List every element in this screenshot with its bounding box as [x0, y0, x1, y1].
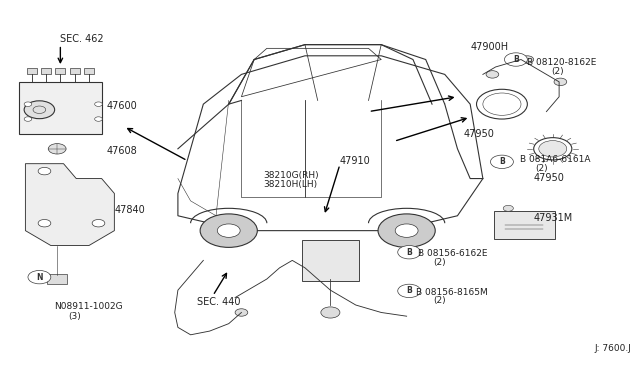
Text: SEC. 440: SEC. 440: [197, 297, 241, 307]
Circle shape: [503, 205, 513, 211]
Text: SEC. 462: SEC. 462: [60, 34, 104, 44]
FancyBboxPatch shape: [493, 211, 555, 239]
Text: 47950: 47950: [534, 173, 564, 183]
Bar: [41, 68, 51, 74]
Circle shape: [490, 155, 513, 169]
Circle shape: [504, 53, 527, 66]
Text: B 08120-8162E: B 08120-8162E: [527, 58, 596, 67]
Text: 47900H: 47900H: [470, 42, 508, 51]
Text: (2): (2): [433, 296, 446, 305]
Text: 47950: 47950: [464, 129, 495, 139]
Text: 47910: 47910: [340, 156, 371, 166]
Bar: [70, 68, 80, 74]
Circle shape: [38, 219, 51, 227]
Circle shape: [235, 309, 248, 316]
Text: B 08156-8165M: B 08156-8165M: [416, 288, 488, 296]
Text: B: B: [499, 157, 505, 166]
Circle shape: [200, 214, 257, 247]
Text: N: N: [36, 273, 43, 282]
Circle shape: [95, 117, 102, 121]
Text: (2): (2): [535, 164, 548, 173]
Circle shape: [397, 246, 420, 259]
FancyBboxPatch shape: [302, 240, 359, 281]
Text: 47600: 47600: [107, 101, 138, 111]
Text: (2): (2): [552, 67, 564, 76]
Circle shape: [48, 144, 66, 154]
Circle shape: [539, 141, 567, 157]
Text: (2): (2): [433, 258, 446, 267]
Circle shape: [521, 56, 534, 63]
Bar: [55, 68, 65, 74]
Bar: [84, 68, 94, 74]
FancyBboxPatch shape: [47, 274, 67, 284]
Circle shape: [395, 224, 418, 237]
FancyBboxPatch shape: [19, 82, 102, 134]
Text: J: 7600.J: J: 7600.J: [594, 344, 631, 353]
Circle shape: [28, 270, 51, 284]
Circle shape: [321, 307, 340, 318]
Polygon shape: [26, 164, 115, 246]
Text: 47840: 47840: [115, 205, 145, 215]
Text: 38210H(LH): 38210H(LH): [264, 180, 318, 189]
Text: B: B: [513, 55, 519, 64]
Text: B 081A6-6161A: B 081A6-6161A: [520, 155, 590, 164]
Text: N08911-1002G: N08911-1002G: [54, 302, 123, 311]
Circle shape: [24, 102, 32, 106]
Circle shape: [378, 214, 435, 247]
Circle shape: [24, 117, 32, 121]
Text: 47608: 47608: [107, 146, 138, 155]
Circle shape: [92, 219, 105, 227]
Text: B: B: [406, 286, 412, 295]
Circle shape: [38, 167, 51, 175]
Circle shape: [95, 102, 102, 106]
Circle shape: [24, 101, 54, 119]
Bar: [27, 68, 37, 74]
Circle shape: [554, 78, 567, 86]
Text: 38210G(RH): 38210G(RH): [264, 171, 319, 180]
Circle shape: [486, 71, 499, 78]
Text: B 08156-6162E: B 08156-6162E: [418, 249, 488, 258]
Circle shape: [218, 224, 240, 237]
Circle shape: [397, 284, 420, 298]
Text: 47931M: 47931M: [534, 213, 573, 222]
Text: B: B: [406, 248, 412, 257]
Text: (3): (3): [68, 312, 81, 321]
